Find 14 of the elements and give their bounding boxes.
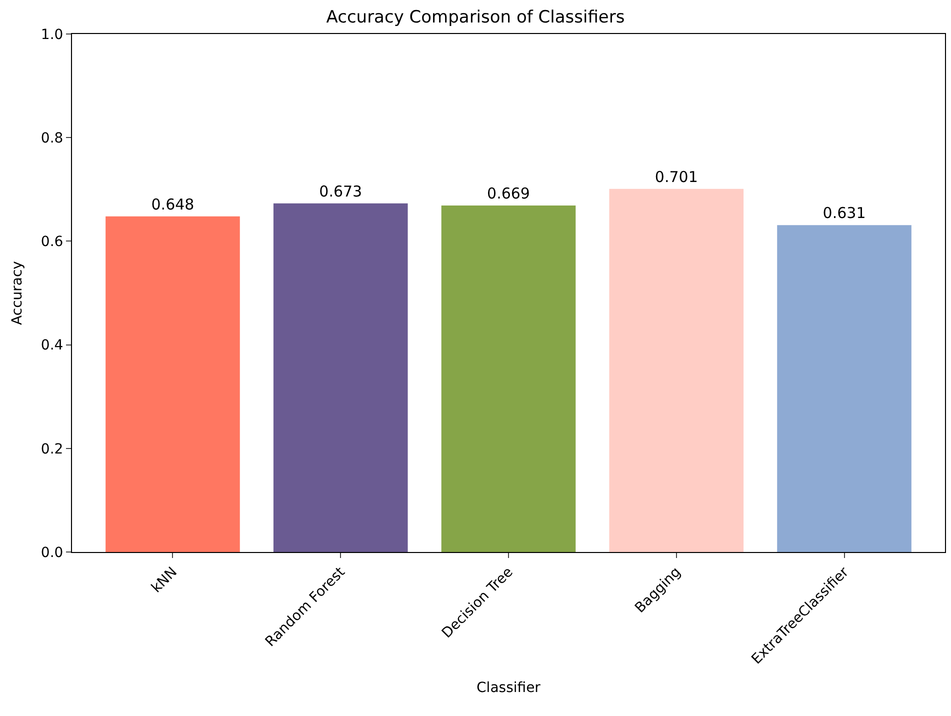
- x-axis-title: Classifier: [476, 680, 541, 696]
- chart-title: Accuracy Comparison of Classifiers: [326, 8, 625, 28]
- y-axis-title: Accuracy: [10, 261, 26, 325]
- data-label: 0.673: [319, 182, 362, 200]
- data-label: 0.631: [822, 204, 866, 222]
- y-tick-label: 0.4: [40, 338, 64, 354]
- data-label: 0.669: [487, 184, 530, 202]
- data-label: 0.701: [654, 168, 698, 186]
- y-tick-label: 0.2: [40, 441, 64, 458]
- y-tick-label: 0.6: [40, 234, 64, 250]
- y-tick-label: 0.0: [40, 544, 64, 561]
- data-label: 0.648: [151, 195, 194, 214]
- y-tick-label: 1.0: [40, 26, 64, 43]
- y-tick-label: 0.8: [40, 130, 64, 146]
